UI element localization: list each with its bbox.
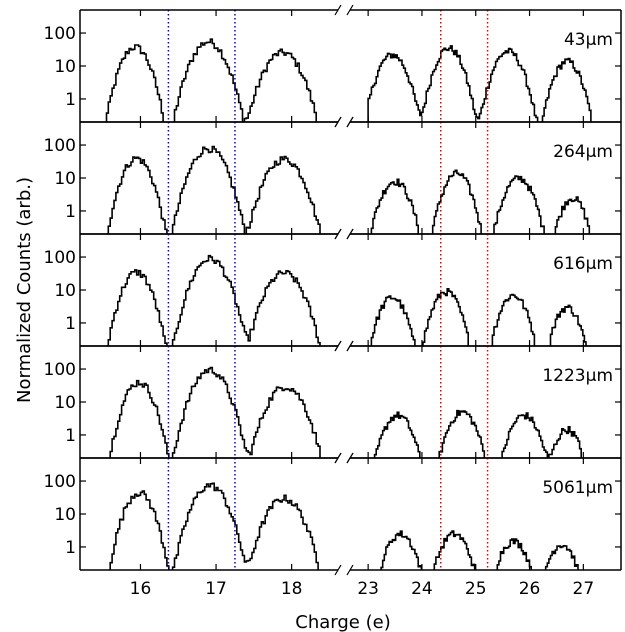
- y-tick-label: 1: [65, 314, 76, 334]
- axis-break-mark: [334, 228, 342, 240]
- panel-label: 43μm: [564, 30, 613, 50]
- panel-1: 1 10 100 43μm: [44, 4, 622, 128]
- panel-5: 1 10 100 5061μm: [44, 452, 622, 576]
- x-axis-label: Charge (e): [295, 612, 390, 632]
- y-tick-label: 100: [44, 360, 76, 380]
- x-tick-label: 16: [130, 579, 152, 599]
- panel-3: 1 10 100 616μm: [44, 228, 622, 352]
- y-tick-label: 100: [44, 24, 76, 44]
- y-tick-label: 10: [54, 505, 76, 525]
- histogram-left: [107, 254, 321, 346]
- y-tick-label: 100: [44, 248, 76, 268]
- x-tick-label: 23: [357, 579, 379, 599]
- y-tick-label: 10: [54, 281, 76, 301]
- y-tick-label: 1: [65, 538, 76, 558]
- y-axis-label: Normalized Counts (arb.): [14, 177, 35, 403]
- axis-break-mark: [334, 564, 342, 576]
- histogram-right: [380, 530, 579, 570]
- axis-break-mark: [334, 452, 342, 464]
- histogram-left: [109, 482, 319, 570]
- x-tick-label: 18: [281, 579, 303, 599]
- histogram-right: [373, 409, 582, 458]
- histogram-right: [370, 169, 591, 234]
- panel-label: 616μm: [553, 254, 613, 274]
- y-tick-label: 10: [54, 57, 76, 77]
- histogram-left: [109, 366, 321, 458]
- histogram-right: [367, 45, 592, 122]
- panel-label: 264μm: [553, 142, 613, 162]
- axis-break-mark: [346, 116, 354, 128]
- panel-2: 1 10 100 264μm: [44, 116, 622, 240]
- axis-break-mark: [334, 116, 342, 128]
- axis-break-mark: [346, 340, 354, 352]
- panel-4: 1 10 100 1223μm: [44, 340, 622, 464]
- axis-break-mark: [346, 452, 354, 464]
- panel-label: 5061μm: [542, 478, 613, 498]
- x-tick-label: 25: [465, 579, 487, 599]
- histogram-right: [370, 288, 587, 346]
- y-tick-label: 100: [44, 472, 76, 492]
- axis-break-mark: [346, 564, 354, 576]
- y-tick-label: 10: [54, 393, 76, 413]
- histogram-left: [105, 38, 317, 122]
- axis-break-mark: [334, 340, 342, 352]
- axis-break-mark: [346, 228, 354, 240]
- x-tick-label: 26: [519, 579, 541, 599]
- y-tick-label: 1: [65, 202, 76, 222]
- y-tick-label: 1: [65, 426, 76, 446]
- y-tick-label: 10: [54, 169, 76, 189]
- x-tick-label: 27: [573, 579, 595, 599]
- x-tick-label: 24: [411, 579, 433, 599]
- panel-label: 1223μm: [542, 366, 613, 386]
- x-tick-label: 17: [205, 579, 227, 599]
- axis-break-mark: [346, 4, 354, 16]
- histogram-left: [107, 145, 321, 234]
- y-tick-label: 1: [65, 90, 76, 110]
- axis-break-mark: [334, 4, 342, 16]
- y-tick-label: 100: [44, 136, 76, 156]
